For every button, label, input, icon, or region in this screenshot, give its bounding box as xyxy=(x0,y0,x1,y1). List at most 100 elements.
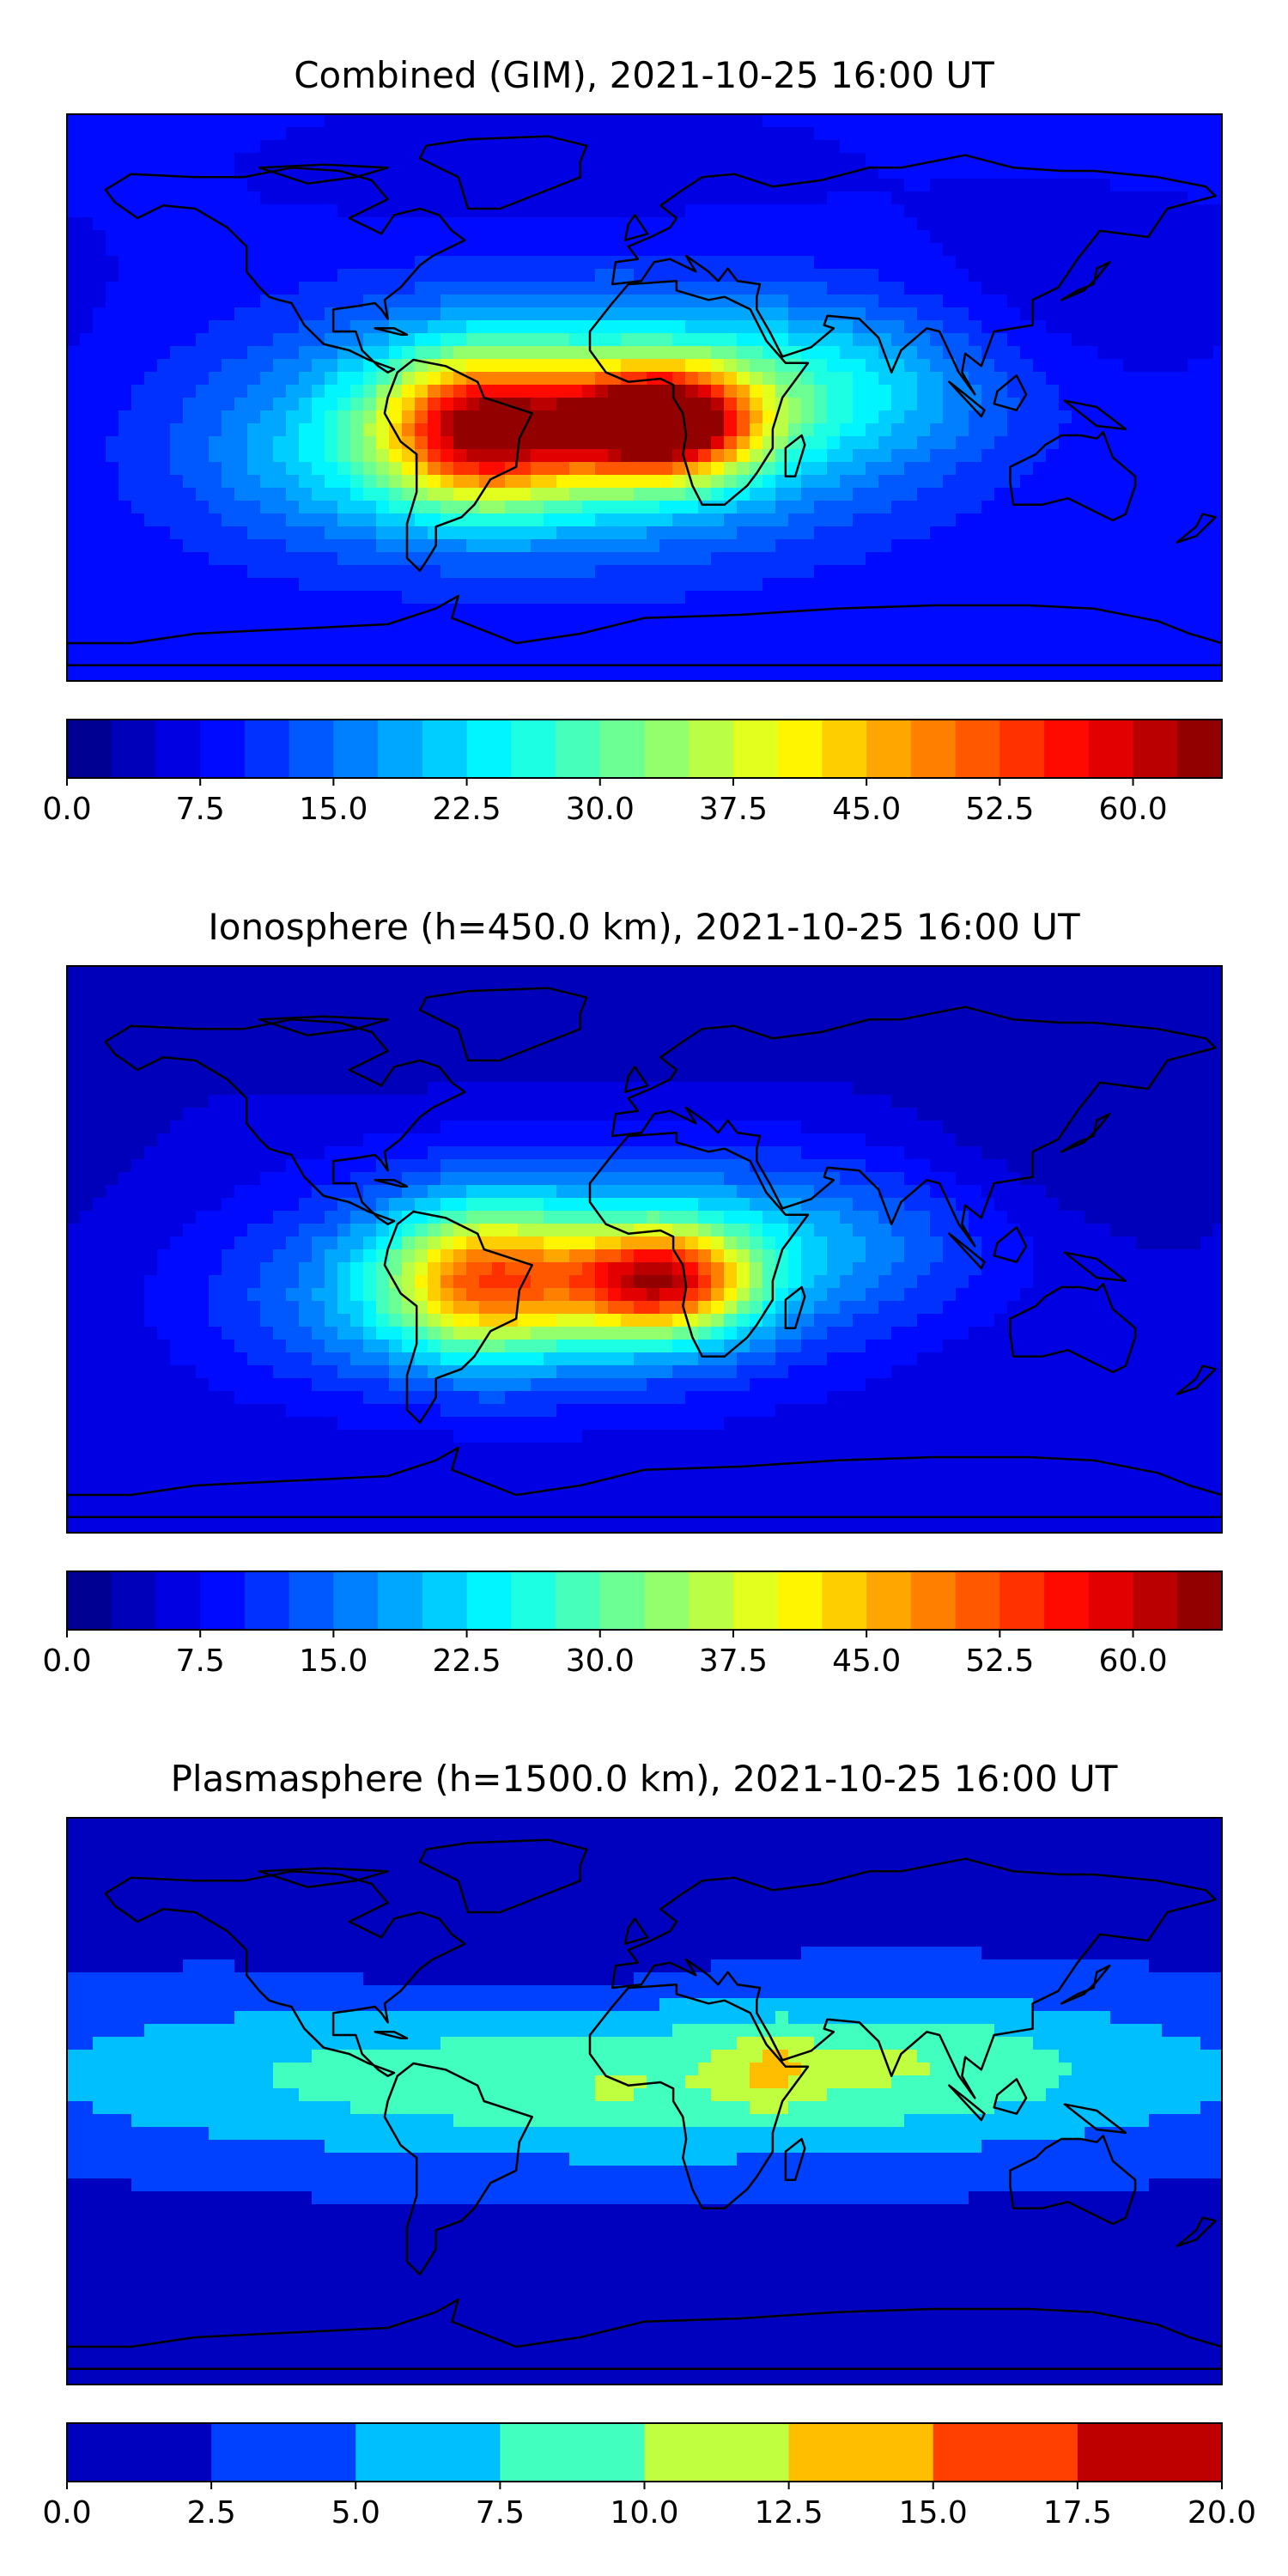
heatmap-cell xyxy=(956,513,969,527)
heatmap-cell xyxy=(659,979,673,993)
heatmap-cell xyxy=(67,1005,81,1018)
heatmap-cell xyxy=(144,372,158,386)
heatmap-cell xyxy=(1033,359,1047,373)
heatmap-cell xyxy=(402,230,416,244)
heatmap-cell xyxy=(866,243,879,257)
heatmap-cell xyxy=(930,1095,944,1109)
heatmap-cell xyxy=(80,243,94,257)
heatmap-cell xyxy=(634,604,647,617)
colorbar-tick-label: 45.0 xyxy=(832,792,901,827)
heatmap-cell xyxy=(1188,217,1201,231)
heatmap-cell xyxy=(170,217,184,231)
heatmap-cell xyxy=(1110,359,1124,373)
heatmap-cell xyxy=(737,462,750,476)
heatmap-cell xyxy=(222,475,235,489)
heatmap-cell xyxy=(1046,992,1060,1005)
heatmap-cell xyxy=(247,1095,261,1109)
heatmap-cell xyxy=(814,256,828,270)
heatmap-cell xyxy=(247,256,261,270)
heatmap-cell xyxy=(1175,127,1188,141)
heatmap-cell xyxy=(621,629,635,643)
heatmap-cell xyxy=(518,565,532,579)
heatmap-cell xyxy=(853,423,866,437)
heatmap-cell xyxy=(737,629,750,643)
heatmap-cell xyxy=(234,423,248,437)
heatmap-cell xyxy=(1162,320,1176,334)
heatmap-cell xyxy=(1046,642,1060,656)
heatmap-cell xyxy=(762,204,776,218)
heatmap-cell xyxy=(775,372,789,386)
heatmap-cell xyxy=(479,166,493,179)
heatmap-cell xyxy=(853,256,866,270)
heatmap-cell xyxy=(711,230,725,244)
heatmap-cell xyxy=(428,578,441,592)
heatmap-cell xyxy=(814,488,828,501)
heatmap-cell xyxy=(389,256,403,270)
heatmap-cell xyxy=(80,1082,94,1096)
heatmap-cell xyxy=(93,578,106,592)
heatmap-cell xyxy=(93,385,106,398)
heatmap-cell xyxy=(453,320,467,334)
heatmap-cell xyxy=(67,230,81,244)
heatmap-cell xyxy=(389,230,403,244)
heatmap-cell xyxy=(1213,539,1222,553)
heatmap-cell xyxy=(1213,166,1222,179)
heatmap-cell xyxy=(363,114,377,128)
heatmap-cell xyxy=(67,423,81,437)
heatmap-cell xyxy=(621,114,635,128)
heatmap-cell xyxy=(556,191,570,205)
heatmap-cell xyxy=(209,269,222,283)
heatmap-cell xyxy=(531,346,544,360)
heatmap-cell xyxy=(827,449,841,463)
heatmap-cell xyxy=(994,462,1008,476)
heatmap-cell xyxy=(1097,282,1111,295)
heatmap-cell xyxy=(106,204,119,218)
heatmap-cell xyxy=(878,475,892,489)
coastline xyxy=(623,214,649,241)
heatmap-cell xyxy=(608,539,622,553)
heatmap-cell xyxy=(737,179,750,192)
heatmap-cell xyxy=(118,1082,132,1096)
heatmap-cell xyxy=(196,449,210,463)
heatmap-cell xyxy=(1123,166,1137,179)
heatmap-cell xyxy=(981,449,995,463)
heatmap-cell xyxy=(1175,423,1188,437)
heatmap-cell xyxy=(402,1082,416,1096)
heatmap-cell xyxy=(170,307,184,321)
heatmap-cell xyxy=(878,979,892,993)
heatmap-cell xyxy=(209,488,222,501)
heatmap-cell xyxy=(775,539,789,553)
heatmap-cell xyxy=(415,642,428,656)
coastline xyxy=(588,280,810,506)
heatmap-cell xyxy=(1200,475,1214,489)
heatmap-cell xyxy=(106,655,119,669)
heatmap-cell xyxy=(93,501,106,514)
heatmap-cell xyxy=(737,140,750,154)
heatmap-cell xyxy=(698,1095,712,1109)
heatmap-cell xyxy=(866,166,879,179)
heatmap-cell xyxy=(312,501,325,514)
heatmap-cell xyxy=(1149,552,1163,566)
heatmap-cell xyxy=(737,501,750,514)
heatmap-cell xyxy=(1213,179,1222,192)
heatmap-cell xyxy=(1059,191,1072,205)
heatmap-cell xyxy=(518,591,532,605)
heatmap-cell xyxy=(260,127,274,141)
heatmap-cell xyxy=(505,578,519,592)
heatmap-cell xyxy=(247,243,261,257)
heatmap-cell xyxy=(286,1082,300,1096)
heatmap-cell xyxy=(1097,230,1111,244)
heatmap-cell xyxy=(750,655,763,669)
heatmap-cell xyxy=(801,617,815,630)
heatmap-cell xyxy=(376,179,390,192)
heatmap-cell xyxy=(685,513,699,527)
heatmap-cell xyxy=(1175,217,1188,231)
heatmap-cell xyxy=(904,140,918,154)
heatmap-cell xyxy=(981,166,995,179)
heatmap-cell xyxy=(118,243,132,257)
heatmap-cell xyxy=(969,166,982,179)
heatmap-cell xyxy=(183,1030,197,1044)
heatmap-cell xyxy=(67,179,81,192)
heatmap-cell xyxy=(260,992,274,1005)
heatmap-cell xyxy=(428,979,441,993)
